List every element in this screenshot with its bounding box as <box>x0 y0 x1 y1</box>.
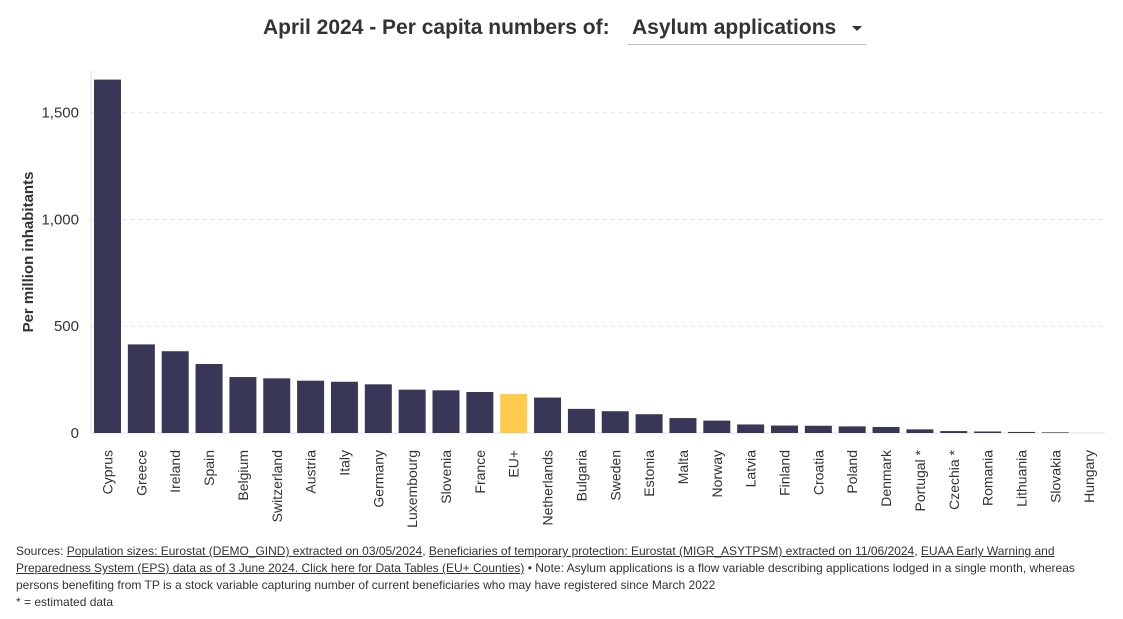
bar-germany[interactable] <box>364 384 392 433</box>
chevron-down-icon[interactable] <box>852 26 862 31</box>
bar-romania[interactable] <box>974 431 1002 433</box>
x-tick-label: Finland <box>777 450 793 496</box>
note-text: • Note: Asylum applications is a flow va… <box>16 561 1075 592</box>
bar-spain[interactable] <box>195 364 223 433</box>
x-tick-label: France <box>472 450 488 494</box>
bar-norway[interactable] <box>703 420 731 433</box>
separator: , <box>422 544 429 558</box>
estimate-note: * = estimated data <box>16 595 114 609</box>
x-tick-label: Cyprus <box>100 450 116 494</box>
x-tick-label: Lithuania <box>1013 450 1029 507</box>
metric-dropdown-value[interactable]: Asylum applications <box>632 16 837 39</box>
bar-portugal[interactable] <box>906 429 934 433</box>
bar-bulgaria[interactable] <box>567 408 595 433</box>
x-tick-label: Luxembourg <box>404 450 420 528</box>
bar-austria[interactable] <box>297 380 325 433</box>
bar-netherlands[interactable] <box>534 397 562 433</box>
bar-france[interactable] <box>466 392 494 433</box>
euaa-source-link[interactable]: EUAA Early Warning and Preparedness Syst… <box>16 544 1055 575</box>
chart-title: April 2024 - Per capita numbers of: <box>263 16 610 39</box>
bar-italy[interactable] <box>330 381 358 433</box>
bar-slovakia[interactable] <box>1041 432 1069 433</box>
x-tick-label: Belgium <box>235 450 251 501</box>
y-tick-label: 1,000 <box>41 211 79 228</box>
separator: , <box>914 544 921 558</box>
bar-latvia[interactable] <box>737 424 765 433</box>
y-tick-label: 1,500 <box>41 105 79 122</box>
x-tick-label: Sweden <box>607 450 623 501</box>
bar-chart: 0 500 1,000 1,500 Cyprus Greece Ireland Spain B… <box>20 70 1105 528</box>
bar-eu[interactable] <box>500 393 528 433</box>
sources-prefix: Sources: <box>16 544 67 558</box>
bar-croatia[interactable] <box>804 425 832 433</box>
bar-finland[interactable] <box>771 425 798 433</box>
x-tick-label: Greece <box>133 450 149 496</box>
bar-cyprus[interactable] <box>94 79 121 433</box>
bar-belgium[interactable] <box>229 377 257 433</box>
bar-sweden[interactable] <box>601 411 629 433</box>
bar-czechia[interactable] <box>940 431 968 433</box>
y-axis-label: Per million inhabitants <box>20 172 37 333</box>
x-tick-label: Germany <box>370 450 386 508</box>
bar-denmark[interactable] <box>872 427 900 433</box>
x-tick-label: Austria <box>303 450 319 494</box>
x-tick-label: Norway <box>709 450 725 497</box>
x-tick-label: Switzerland <box>269 450 285 522</box>
metric-dropdown[interactable]: Asylum applications <box>628 14 866 45</box>
x-tick-label: Latvia <box>743 450 759 488</box>
tp-source-link[interactable]: Beneficiaries of temporary protection: E… <box>428 544 915 558</box>
x-tick-label: Spain <box>201 450 217 486</box>
x-tick-label: Denmark <box>878 449 894 507</box>
bar-ireland[interactable] <box>161 351 189 433</box>
bar-switzerland[interactable] <box>263 378 291 433</box>
bar-malta[interactable] <box>669 418 697 433</box>
x-tick-label: Estonia <box>641 450 657 497</box>
bar-luxembourg[interactable] <box>398 389 426 433</box>
x-tick-label: Bulgaria <box>573 450 589 502</box>
y-tick-label: 500 <box>54 318 79 335</box>
bar-estonia[interactable] <box>635 414 663 433</box>
x-tick-label: Croatia <box>810 450 826 495</box>
x-tick-label: Portugal * <box>912 449 928 511</box>
x-tick-label: Slovenia <box>438 450 454 504</box>
x-tick-labels: Cyprus Greece Ireland Spain Belgium Switzerla… <box>100 449 1098 528</box>
bar-greece[interactable] <box>127 344 155 433</box>
axes <box>90 70 1105 434</box>
bar-poland[interactable] <box>838 426 866 433</box>
bars <box>94 79 1069 433</box>
sources-footer: Sources: Population sizes: Eurostat (DEM… <box>16 543 1111 611</box>
chart-header: April 2024 - Per capita numbers of: Asyl… <box>0 14 1123 48</box>
bar-slovenia[interactable] <box>432 390 460 433</box>
gridlines <box>91 112 1105 327</box>
x-tick-label: Hungary <box>1081 450 1097 503</box>
x-tick-label: Slovakia <box>1047 450 1063 503</box>
x-tick-label: Netherlands <box>540 450 556 526</box>
x-tick-label: Ireland <box>167 450 183 493</box>
population-source-link[interactable]: Population sizes: Eurostat (DEMO_GIND) e… <box>66 544 423 558</box>
x-tick-label: Malta <box>675 450 691 484</box>
bar-lithuania[interactable] <box>1007 431 1035 433</box>
y-tick-labels: 0 500 1,000 1,500 <box>41 105 79 442</box>
x-tick-label: Italy <box>336 450 352 476</box>
x-tick-label: Romania <box>980 450 996 506</box>
x-tick-label: Czechia * <box>946 449 962 509</box>
y-tick-label: 0 <box>71 425 79 442</box>
x-tick-label: EU+ <box>506 450 522 478</box>
x-tick-label: Poland <box>844 450 860 494</box>
